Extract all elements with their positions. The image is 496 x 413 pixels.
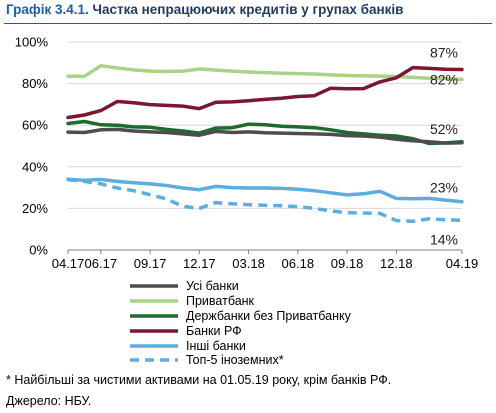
series-end-label: 82%	[430, 71, 458, 87]
series-line	[66, 65, 464, 120]
y-tick-label: 40%	[22, 159, 48, 174]
legend-swatch	[130, 358, 178, 363]
series-line	[66, 119, 464, 146]
footnote: * Найбільші за чистими активами на 01.05…	[6, 373, 392, 387]
y-axis-tick-labels: 0% 20% 40% 60% 80% 100%	[15, 35, 49, 258]
series-line	[66, 127, 464, 145]
series-end-label: 23%	[430, 180, 458, 196]
chart-title-text: Частка непрацюючих кредитів у групах бан…	[92, 2, 404, 17]
legend-swatch	[130, 284, 178, 289]
legend-label: Інші банки	[186, 338, 246, 353]
series-end-label: 14%	[430, 231, 458, 247]
legend-item: Усі банки	[128, 279, 351, 294]
series-line	[66, 177, 464, 204]
x-tick-label: 12.18	[380, 256, 413, 271]
chart-series-lines	[66, 63, 464, 224]
legend-swatch	[130, 299, 178, 303]
y-tick-label: 80%	[22, 76, 48, 91]
legend-swatch	[130, 343, 178, 348]
series-end-label: 87%	[430, 44, 458, 60]
x-tick-label: 06.18	[282, 256, 315, 271]
legend-item: Банки РФ	[128, 323, 351, 338]
chart-number: Графік 3.4.1.	[6, 2, 89, 17]
x-tick-label: 04.17	[52, 256, 85, 271]
legend-swatch	[130, 329, 178, 333]
source-note: Джерело: НБУ.	[6, 394, 92, 408]
legend-item: Держбанки без Приватбанку	[128, 309, 351, 324]
chart-end-labels: 82% 52% 87% 23% 14%	[430, 44, 458, 247]
legend-item: Приватбанк	[128, 294, 351, 309]
x-tick-label: 09.18	[331, 256, 364, 271]
x-axis-tick-labels: 04.17 06.17 09.17 12.17 03.18 06.18 09.18 12.18…	[52, 250, 479, 271]
y-tick-label: 0%	[29, 243, 48, 258]
series-end-label: 52%	[430, 121, 458, 137]
title-divider	[4, 23, 492, 24]
x-tick-label: 09.17	[134, 256, 167, 271]
legend-item: Інші банки	[128, 338, 351, 353]
legend-label: Банки РФ	[186, 323, 242, 338]
chart-title: Графік 3.4.1. Частка непрацюючих кредиті…	[6, 2, 490, 17]
legend-label: Топ-5 іноземних*	[186, 353, 284, 368]
x-tick-label: 03.18	[232, 256, 265, 271]
legend-label: Держбанки без Приватбанку	[186, 308, 351, 323]
chart-legend: Усі банки Приватбанк Держбанки без Приватб…	[128, 279, 351, 368]
y-tick-label: 60%	[22, 118, 48, 133]
legend-label: Усі банки	[186, 279, 239, 294]
x-tick-label: 12.17	[183, 256, 216, 271]
line-chart: 0%20%40%60%80%100% 04.17 06.17 09.17 12.17 0…	[15, 35, 479, 272]
x-tick-label: 04.19	[446, 256, 479, 271]
y-tick-label: 20%	[22, 201, 48, 216]
legend-label: Приватбанк	[186, 294, 255, 309]
x-tick-label: 06.17	[85, 256, 118, 271]
series-line	[67, 177, 463, 224]
legend-swatch	[130, 314, 178, 318]
y-tick-label: 100%	[15, 35, 49, 50]
legend-item: Топ-5 іноземних*	[128, 353, 351, 368]
